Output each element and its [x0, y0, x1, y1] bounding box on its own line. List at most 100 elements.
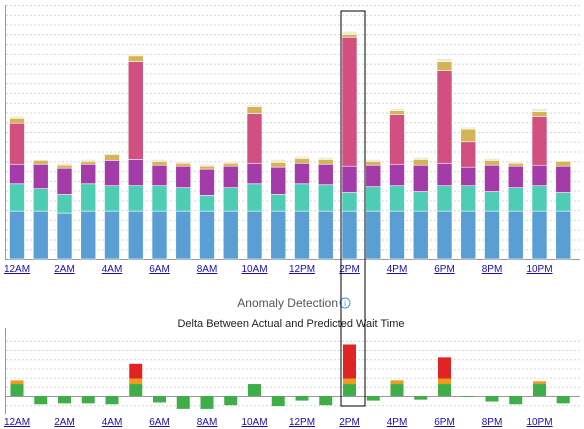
- bar-segment-11AM-s1[interactable]: [270, 194, 287, 212]
- bar-segment-8AM-s4[interactable]: [199, 165, 215, 170]
- bar-segment-4AM-s4[interactable]: [104, 154, 120, 161]
- bar-segment-1PM-s0[interactable]: [317, 210, 334, 260]
- bar-segment-10AM-s1[interactable]: [246, 183, 263, 212]
- bar-segment-2PM-s0[interactable]: [341, 210, 358, 260]
- anomaly-bar-10PM-s1[interactable]: [533, 381, 546, 385]
- top-tick-6PM[interactable]: 6PM: [434, 264, 455, 275]
- bar-segment-1PM-s5[interactable]: [317, 157, 334, 160]
- anomaly-tick-10AM[interactable]: 10AM: [241, 417, 267, 428]
- anomaly-bar-6AM-s0[interactable]: [153, 396, 166, 403]
- bar-segment-9AM-s1[interactable]: [222, 187, 239, 212]
- top-tick-12PM[interactable]: 12PM: [289, 264, 315, 275]
- bar-segment-2AM-s4[interactable]: [56, 164, 73, 169]
- selected-hour-highlight[interactable]: [340, 10, 366, 407]
- bar-segment-11AM-s5[interactable]: [270, 159, 287, 163]
- bar-segment-10AM-s0[interactable]: [246, 210, 263, 260]
- bar-segment-8AM-s2[interactable]: [199, 168, 215, 196]
- bar-segment-10AM-s4[interactable]: [246, 106, 263, 114]
- anomaly-bar-12PM-s0[interactable]: [295, 396, 309, 401]
- bar-segment-9PM-s5[interactable]: [507, 161, 524, 164]
- bar-segment-1AM-s2[interactable]: [32, 163, 49, 189]
- bar-segment-5AM-s5[interactable]: [127, 53, 144, 57]
- anomaly-bar-1PM-s0[interactable]: [319, 396, 333, 406]
- bar-segment-3PM-s1[interactable]: [365, 186, 382, 212]
- anomaly-bar-9PM-s0[interactable]: [509, 396, 523, 405]
- bar-segment-6PM-s0[interactable]: [436, 210, 453, 260]
- bar-segment-12AM-s2[interactable]: [9, 163, 25, 185]
- bar-segment-10AM-s2[interactable]: [246, 162, 263, 185]
- anomaly-tick-2PM[interactable]: 2PM: [339, 417, 360, 428]
- bar-segment-3PM-s5[interactable]: [365, 159, 382, 162]
- anomaly-bar-8AM-s0[interactable]: [200, 396, 214, 409]
- bar-segment-5PM-s2[interactable]: [412, 164, 429, 192]
- bar-segment-5PM-s0[interactable]: [412, 210, 429, 260]
- bar-segment-4PM-s3[interactable]: [389, 114, 405, 165]
- anomaly-bar-1AM-s0[interactable]: [34, 396, 48, 405]
- bar-segment-7PM-s5[interactable]: [460, 126, 477, 130]
- bar-segment-1PM-s1[interactable]: [317, 184, 334, 212]
- bar-segment-3AM-s1[interactable]: [80, 183, 97, 212]
- anomaly-bar-4AM-s0[interactable]: [105, 396, 119, 405]
- bar-segment-3PM-s4[interactable]: [365, 161, 382, 166]
- anomaly-bar-6PM-s0[interactable]: [438, 384, 451, 396]
- top-tick-6AM[interactable]: 6AM: [149, 264, 170, 275]
- bar-segment-11PM-s4[interactable]: [555, 161, 572, 167]
- bar-segment-9AM-s4[interactable]: [222, 162, 239, 167]
- anomaly-tick-8PM[interactable]: 8PM: [482, 417, 503, 428]
- bar-segment-7PM-s2[interactable]: [460, 166, 477, 187]
- bar-segment-4AM-s0[interactable]: [104, 210, 120, 260]
- bar-segment-12PM-s5[interactable]: [294, 156, 310, 159]
- top-tick-10AM[interactable]: 10AM: [241, 264, 267, 275]
- bar-segment-8PM-s4[interactable]: [484, 160, 500, 166]
- bar-segment-9AM-s5[interactable]: [222, 161, 239, 164]
- bar-segment-7AM-s0[interactable]: [175, 210, 192, 260]
- bar-segment-5PM-s5[interactable]: [412, 157, 429, 160]
- top-tick-10PM[interactable]: 10PM: [526, 264, 552, 275]
- top-tick-8PM[interactable]: 8PM: [482, 264, 503, 275]
- bar-segment-1PM-s2[interactable]: [317, 163, 334, 186]
- bar-segment-6AM-s0[interactable]: [151, 210, 168, 260]
- bar-segment-2AM-s5[interactable]: [56, 162, 73, 166]
- bar-segment-9PM-s2[interactable]: [507, 165, 524, 188]
- bar-segment-4AM-s2[interactable]: [104, 160, 120, 187]
- bar-segment-2PM-s5[interactable]: [341, 31, 358, 35]
- anomaly-tick-6AM[interactable]: 6AM: [149, 417, 170, 428]
- anomaly-bar-5AM-s2[interactable]: [129, 363, 143, 379]
- anomaly-bar-8PM-s0[interactable]: [485, 396, 499, 402]
- bar-segment-10PM-s0[interactable]: [531, 210, 548, 260]
- bar-segment-2PM-s1[interactable]: [341, 192, 358, 212]
- bar-segment-6PM-s5[interactable]: [436, 58, 453, 62]
- bar-segment-4PM-s5[interactable]: [389, 108, 405, 111]
- anomaly-bar-5AM-s1[interactable]: [129, 378, 143, 385]
- bar-segment-12PM-s0[interactable]: [294, 210, 310, 260]
- bar-segment-3AM-s2[interactable]: [80, 163, 97, 185]
- info-icon[interactable]: i: [339, 297, 351, 309]
- top-tick-4AM[interactable]: 4AM: [102, 264, 123, 275]
- bar-segment-8AM-s5[interactable]: [199, 163, 215, 167]
- bar-segment-6AM-s1[interactable]: [151, 185, 168, 212]
- bar-segment-2PM-s2[interactable]: [341, 165, 358, 193]
- bar-segment-12AM-s4[interactable]: [9, 118, 25, 124]
- bar-segment-1AM-s4[interactable]: [32, 160, 49, 165]
- anomaly-tick-2AM[interactable]: 2AM: [54, 417, 75, 428]
- bar-segment-4AM-s1[interactable]: [104, 185, 120, 212]
- anomaly-bar-5PM-s0[interactable]: [414, 396, 428, 400]
- anomaly-bar-3PM-s0[interactable]: [366, 396, 380, 401]
- anomaly-bar-12AM-s0[interactable]: [10, 384, 24, 396]
- bar-segment-3AM-s0[interactable]: [80, 210, 97, 260]
- anomaly-bar-9AM-s0[interactable]: [224, 396, 238, 406]
- anomaly-bar-6PM-s2[interactable]: [438, 357, 451, 379]
- bar-segment-5PM-s4[interactable]: [412, 159, 429, 166]
- anomaly-bar-4PM-s1[interactable]: [390, 380, 404, 385]
- anomaly-bar-3AM-s0[interactable]: [81, 396, 95, 404]
- bar-segment-4PM-s4[interactable]: [389, 110, 405, 115]
- bar-segment-12AM-s3[interactable]: [9, 122, 25, 165]
- bar-segment-9PM-s4[interactable]: [507, 162, 524, 167]
- bar-segment-6PM-s2[interactable]: [436, 162, 453, 187]
- bar-segment-11AM-s0[interactable]: [270, 210, 287, 260]
- bar-segment-8PM-s0[interactable]: [484, 210, 500, 260]
- bar-segment-8PM-s1[interactable]: [484, 191, 500, 212]
- bar-segment-6AM-s4[interactable]: [151, 161, 168, 166]
- bar-segment-6AM-s2[interactable]: [151, 164, 168, 187]
- anomaly-tick-12AM[interactable]: 12AM: [4, 417, 30, 428]
